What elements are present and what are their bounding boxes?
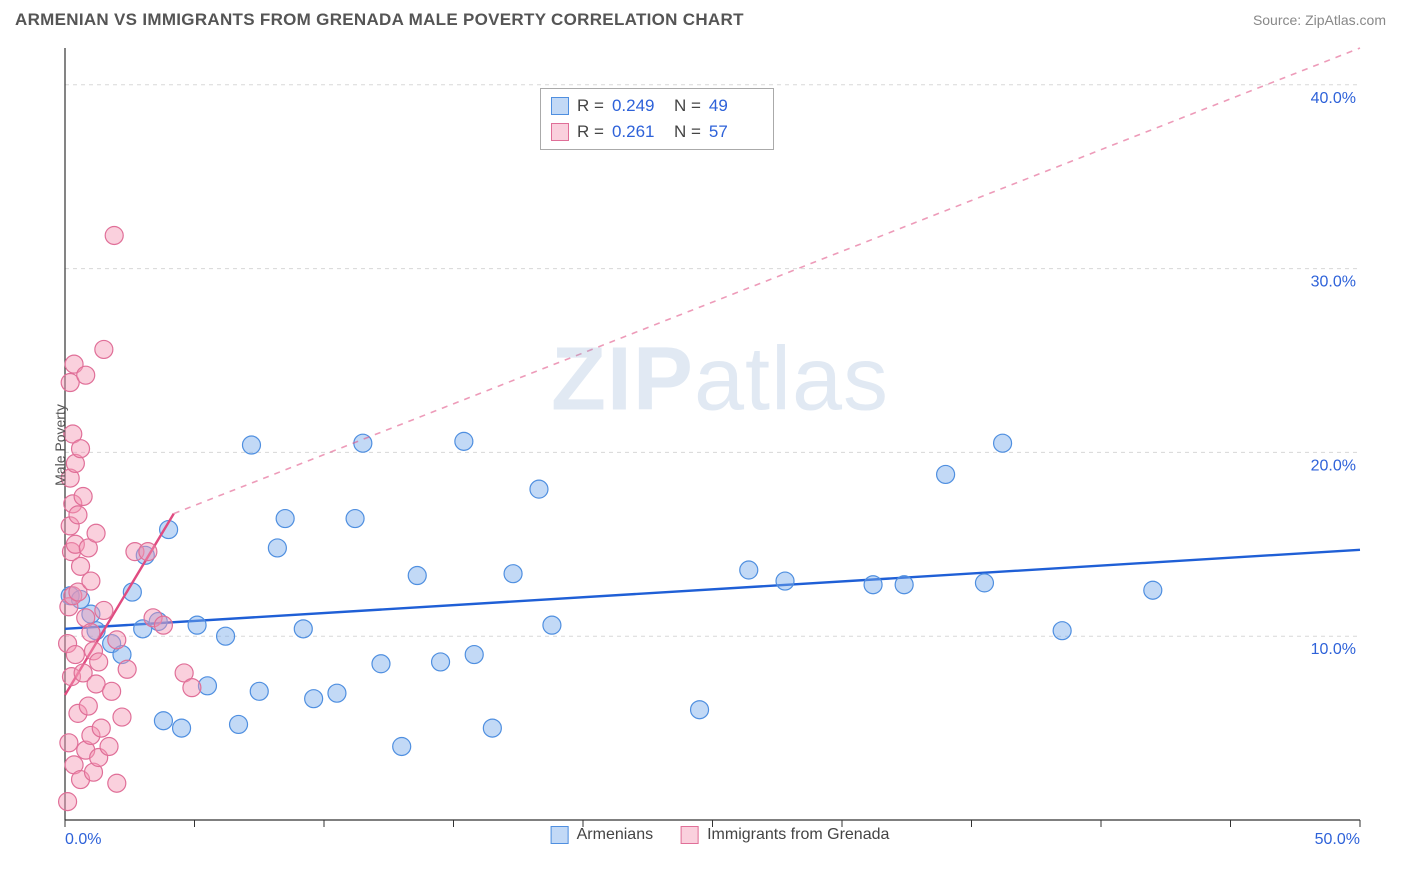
legend-swatch-armenians xyxy=(551,826,569,844)
r-value-armenians: 0.249 xyxy=(612,93,666,119)
svg-text:50.0%: 50.0% xyxy=(1315,831,1360,848)
chart-canvas: 10.0% 20.0% 30.0% 40.0% 0.0% 50.0% xyxy=(50,40,1390,850)
r-value-grenada: 0.261 xyxy=(612,119,666,145)
svg-text:10.0%: 10.0% xyxy=(1311,641,1356,658)
title-bar: ARMENIAN VS IMMIGRANTS FROM GRENADA MALE… xyxy=(0,0,1406,40)
legend-label-grenada: Immigrants from Grenada xyxy=(707,826,889,844)
legend-item-grenada: Immigrants from Grenada xyxy=(681,826,889,844)
stats-row-grenada: R = 0.261 N = 57 xyxy=(551,119,763,145)
correlation-stats-box: R = 0.249 N = 49 R = 0.261 N = 57 xyxy=(540,88,774,150)
y-axis-label: Male Poverty xyxy=(52,404,68,486)
r-label: R = xyxy=(577,119,604,145)
legend: Armenians Immigrants from Grenada xyxy=(551,826,890,844)
stats-row-armenians: R = 0.249 N = 49 xyxy=(551,93,763,119)
n-label: N = xyxy=(674,93,701,119)
svg-text:30.0%: 30.0% xyxy=(1311,274,1356,291)
svg-text:20.0%: 20.0% xyxy=(1311,457,1356,474)
n-label: N = xyxy=(674,119,701,145)
source-attribution: Source: ZipAtlas.com xyxy=(1253,12,1386,28)
chart-title: ARMENIAN VS IMMIGRANTS FROM GRENADA MALE… xyxy=(15,10,744,30)
swatch-grenada xyxy=(551,123,569,141)
svg-text:40.0%: 40.0% xyxy=(1311,90,1356,107)
legend-swatch-grenada xyxy=(681,826,699,844)
svg-text:0.0%: 0.0% xyxy=(65,831,101,848)
legend-label-armenians: Armenians xyxy=(577,826,653,844)
r-label: R = xyxy=(577,93,604,119)
n-value-armenians: 49 xyxy=(709,93,763,119)
n-value-grenada: 57 xyxy=(709,119,763,145)
scatter-plot: Male Poverty ZIPatlas 10.0%20.0%30.0%40.… xyxy=(50,40,1390,850)
swatch-armenians xyxy=(551,97,569,115)
legend-item-armenians: Armenians xyxy=(551,826,653,844)
